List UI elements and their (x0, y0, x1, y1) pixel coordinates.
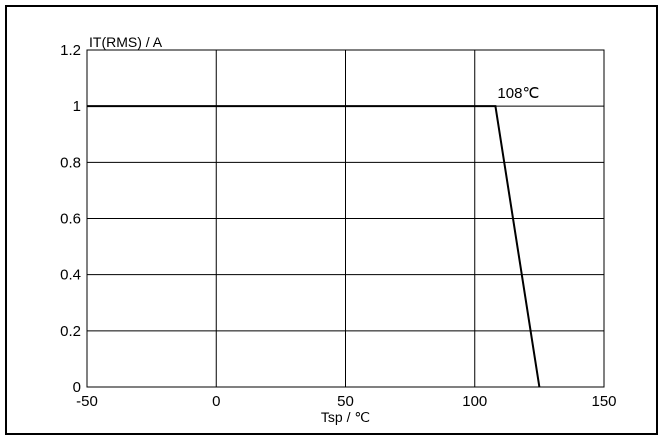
y-axis-label: IT(RMS) / A (89, 34, 163, 50)
y-tick-label: 1 (73, 98, 81, 115)
plot-area-border (86, 49, 605, 388)
x-tick-label: 100 (462, 393, 487, 410)
series-layer (87, 105, 541, 388)
x-tick-label: 50 (337, 393, 354, 410)
series-line (87, 105, 541, 388)
annotations: 108℃ (497, 85, 539, 102)
y-tick-label: 0.4 (60, 267, 81, 284)
y-tick-label: 0.2 (60, 323, 81, 340)
x-tick-label: -50 (76, 393, 98, 410)
annotation-label: 108℃ (497, 85, 539, 102)
x-axis-label: Tsp / ℃ (321, 409, 370, 425)
y-tick-labels: 0 0.2 0.4 0.6 0.8 1 1.2 (60, 42, 81, 396)
y-tick-label: 0.6 (60, 211, 81, 228)
x-tick-label: 150 (591, 393, 616, 410)
y-tick-label: 1.2 (60, 42, 81, 59)
x-tick-labels: -50 0 50 100 150 (76, 393, 616, 410)
y-tick-label: 0.8 (60, 154, 81, 171)
y-tick-label: 0 (73, 379, 81, 396)
x-tick-label: 0 (212, 393, 220, 410)
chart-frame (5, 5, 658, 435)
